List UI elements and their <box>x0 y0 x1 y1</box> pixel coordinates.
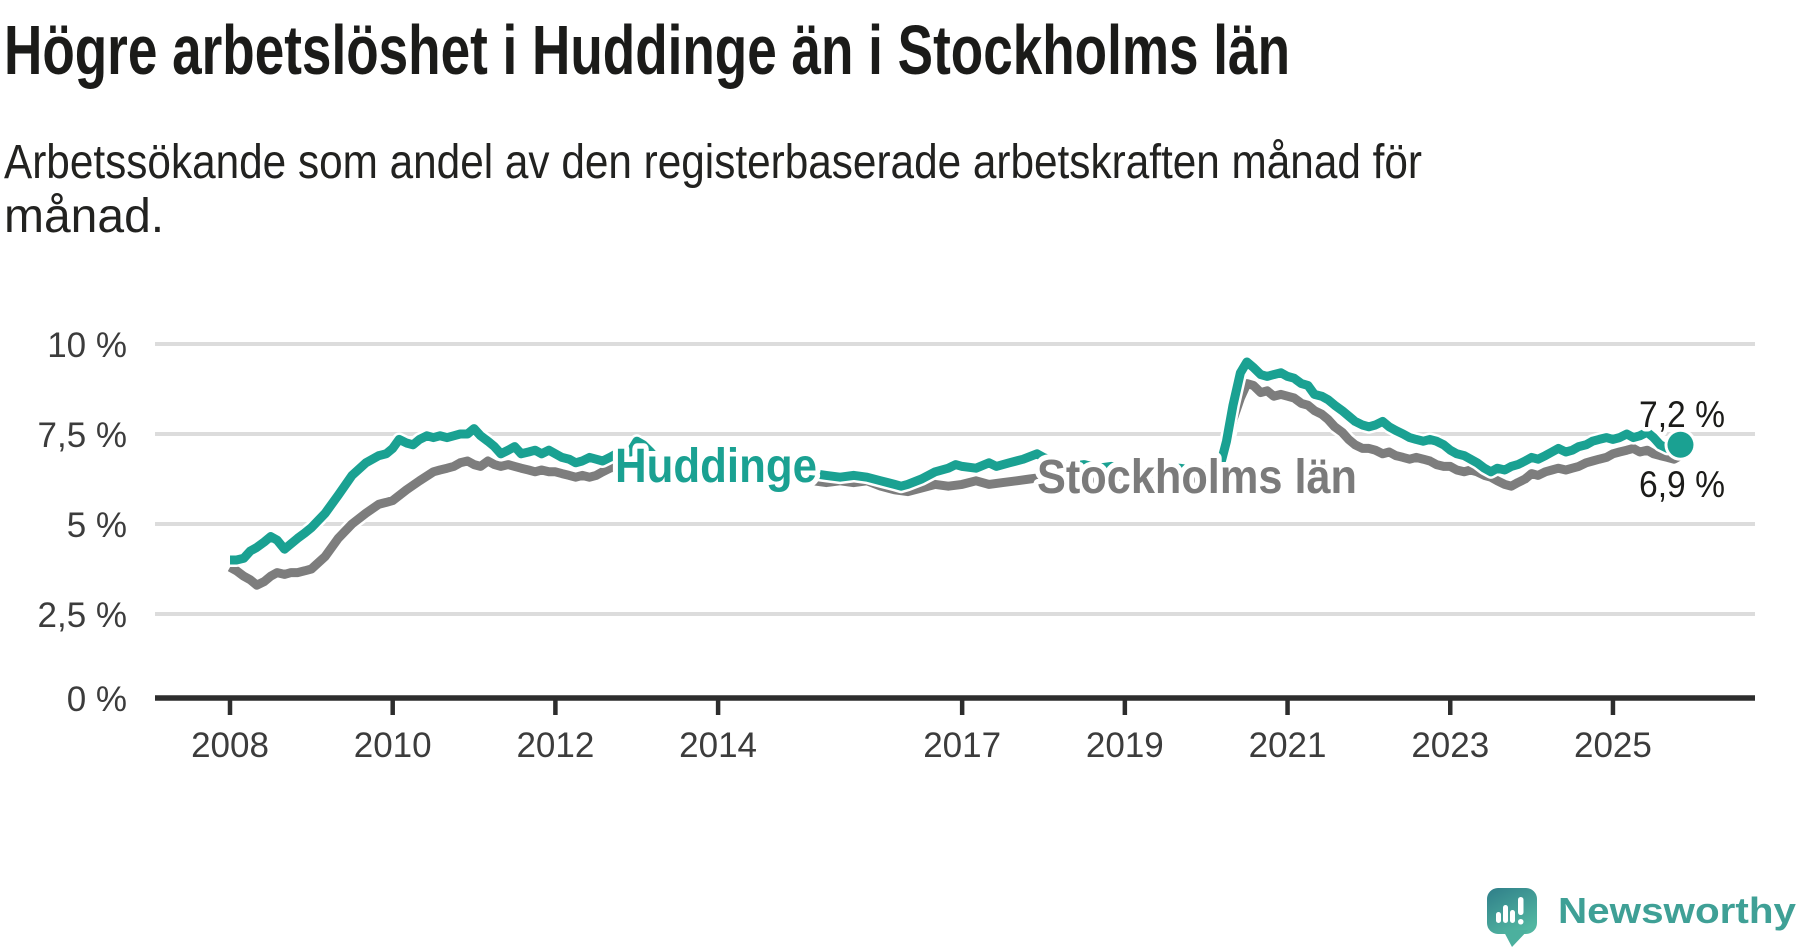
data-series <box>226 355 1697 593</box>
x-tick-label-2021: 2021 <box>1249 726 1327 765</box>
x-axis-labels: 2008 2010 2012 2014 2017 2019 2021 2023 2025 <box>191 726 1652 765</box>
line-Huddinge <box>230 357 1682 565</box>
y-tick-label-2.5: 2,5 % <box>38 596 128 635</box>
x-tick-label-2019: 2019 <box>1086 726 1164 765</box>
y-tick-label-5: 5 % <box>67 506 127 545</box>
x-tick-label-2010: 2010 <box>354 726 432 765</box>
x-tick-label-2025: 2025 <box>1574 726 1652 765</box>
series-label-huddinge: Huddinge <box>615 440 817 493</box>
y-axis-labels: 0 % 2,5 % 5 % 7,5 % 10 % <box>38 326 128 719</box>
end-value-label-huddinge: 7,2 % <box>1639 394 1725 435</box>
subtitle-line-2: månad. <box>4 190 164 243</box>
newsworthy-speech-bubble-bar-chart-icon <box>1487 888 1537 947</box>
x-axis <box>155 695 1755 715</box>
page-title: Högre arbetslöshet i Huddinge än i Stock… <box>4 11 1290 89</box>
x-tick-label-2012: 2012 <box>516 726 594 765</box>
y-tick-label-7.5: 7,5 % <box>38 416 128 455</box>
y-tick-label-0: 0 % <box>67 680 127 719</box>
x-tick-label-2014: 2014 <box>679 726 757 765</box>
x-tick-label-2023: 2023 <box>1411 726 1489 765</box>
end-value-label-stockholms-lan: 6,9 % <box>1639 464 1725 505</box>
series-label-stockholms-lan: Stockholms län <box>1037 451 1357 504</box>
newsworthy-logo[interactable]: Newsworthy <box>1487 888 1796 947</box>
subtitle-line-1: Arbetssökande som andel av den registerb… <box>4 136 1422 189</box>
y-tick-label-10: 10 % <box>47 326 127 365</box>
logo-wordmark: Newsworthy <box>1558 890 1796 931</box>
line-Stockholms län <box>227 379 1683 590</box>
x-tick-label-2017: 2017 <box>923 726 1001 765</box>
x-tick-label-2008: 2008 <box>191 726 269 765</box>
end-dot-Huddinge <box>1667 431 1694 458</box>
